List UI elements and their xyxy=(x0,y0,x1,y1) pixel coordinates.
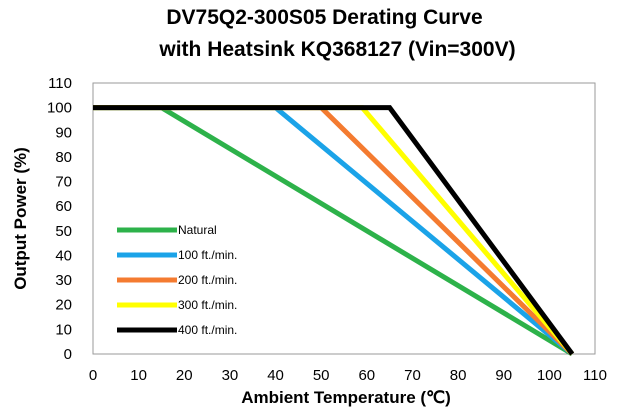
y-tick-label: 90 xyxy=(55,124,72,141)
y-tick-label: 10 xyxy=(55,321,72,338)
y-tick-label: 50 xyxy=(55,223,72,240)
y-tick-label: 60 xyxy=(55,198,72,215)
y-tick-label: 110 xyxy=(48,75,72,92)
x-tick-label: 50 xyxy=(313,367,330,384)
chart-title-line2: with Heatsink KQ368127 (Vin=300V) xyxy=(159,38,516,61)
y-axis-label: Output Power (%) xyxy=(11,147,30,290)
x-tick-label: 20 xyxy=(176,367,193,384)
chart-title-line1: DV75Q2-300S05 Derating Curve xyxy=(166,6,483,29)
legend-label-4: 400 ft./min. xyxy=(178,323,237,337)
x-axis-label: Ambient Temperature (℃) xyxy=(241,388,451,407)
x-tick-label: 80 xyxy=(450,367,467,384)
y-tick-label: 20 xyxy=(55,297,72,314)
x-tick-label: 40 xyxy=(267,367,284,384)
x-tick-label: 90 xyxy=(495,367,512,384)
legend-label-0: Natural xyxy=(178,223,217,237)
x-tick-label: 100 xyxy=(537,367,562,384)
series-line-4 xyxy=(93,105,575,356)
legend-label-2: 200 ft./min. xyxy=(178,273,237,287)
y-tick-label: 100 xyxy=(47,100,72,117)
y-tick-label: 0 xyxy=(64,346,72,363)
y-tick-label: 80 xyxy=(55,149,72,166)
x-tick-label: 110 xyxy=(583,367,607,384)
y-tick-label: 30 xyxy=(55,272,72,289)
x-tick-label: 10 xyxy=(130,367,147,384)
plot-area xyxy=(92,82,596,355)
x-tick-label: 70 xyxy=(404,367,421,384)
x-tick-label: 0 xyxy=(89,367,97,384)
x-tick-label: 60 xyxy=(358,367,375,384)
legend-label-3: 300 ft./min. xyxy=(178,298,237,312)
y-tick-label: 70 xyxy=(55,174,72,191)
legend-label-1: 100 ft./min. xyxy=(178,248,237,262)
y-tick-label: 40 xyxy=(55,247,72,264)
x-tick-label: 30 xyxy=(222,367,239,384)
